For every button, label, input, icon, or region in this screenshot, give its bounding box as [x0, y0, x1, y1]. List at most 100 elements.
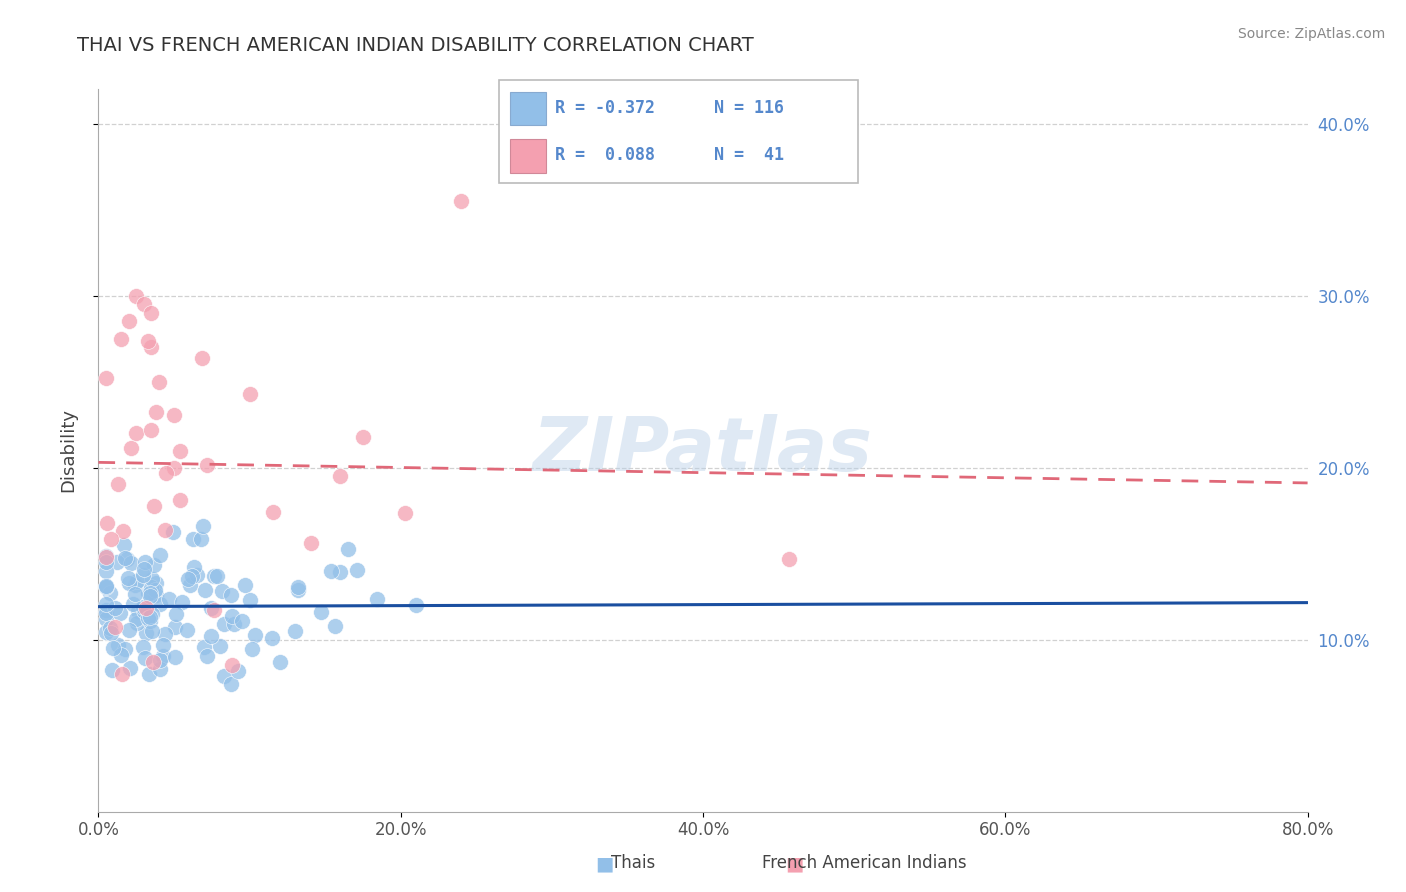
Point [134, 555, 156, 569]
Point [226, 664, 249, 678]
Point [141, 607, 163, 622]
Point [139, 589, 162, 603]
Text: R =  0.088: R = 0.088 [555, 145, 655, 163]
Point [104, 601, 127, 615]
Point [118, 314, 141, 328]
Point [94, 612, 117, 626]
Point [94, 597, 117, 611]
Point [136, 611, 159, 625]
Point [186, 568, 208, 582]
Point [139, 610, 162, 624]
Point [141, 572, 163, 586]
Text: Thais: Thais [610, 855, 655, 872]
Point [124, 587, 146, 601]
Point [221, 609, 243, 624]
Point [138, 586, 160, 600]
Point [170, 595, 193, 609]
Point [94, 579, 117, 593]
FancyBboxPatch shape [499, 80, 858, 183]
Point [98, 621, 121, 635]
Point [287, 582, 309, 597]
Text: French American Indians: French American Indians [762, 855, 967, 872]
Point [157, 591, 180, 606]
Point [114, 550, 136, 565]
Point [239, 593, 262, 607]
Point [352, 430, 374, 444]
Point [233, 578, 256, 592]
Point [239, 387, 262, 401]
Point [148, 375, 170, 389]
Point [125, 425, 148, 440]
Point [142, 558, 165, 572]
Point [162, 524, 184, 539]
Point [163, 409, 186, 423]
Point [193, 519, 215, 533]
Point [132, 600, 155, 615]
Point [269, 655, 291, 669]
Point [287, 580, 309, 594]
Point [152, 648, 174, 663]
Point [219, 588, 242, 602]
Point [139, 586, 162, 600]
Point [202, 603, 225, 617]
Point [169, 492, 191, 507]
Point [110, 332, 132, 346]
Point [183, 559, 205, 574]
Point [107, 638, 129, 652]
FancyBboxPatch shape [510, 139, 546, 173]
Point [779, 552, 801, 566]
Point [94, 371, 117, 385]
Point [155, 466, 177, 480]
Point [139, 580, 162, 594]
Point [177, 572, 200, 586]
Point [329, 469, 352, 483]
Point [329, 566, 352, 580]
Point [179, 578, 201, 592]
Point [200, 601, 222, 615]
Point [149, 653, 172, 667]
Point [96, 516, 118, 531]
Point [163, 460, 186, 475]
Point [114, 642, 136, 657]
Point [222, 617, 245, 632]
Point [118, 576, 141, 591]
Point [336, 541, 359, 556]
Point [138, 614, 160, 628]
Point [181, 532, 204, 546]
Point [103, 640, 125, 655]
Point [240, 641, 263, 656]
Point [200, 629, 222, 643]
Point [169, 444, 191, 458]
Point [111, 667, 134, 681]
Point [118, 661, 141, 675]
Point [94, 603, 117, 617]
Point [319, 564, 342, 578]
Point [136, 334, 159, 348]
Point [299, 536, 322, 550]
Text: ■: ■ [595, 854, 614, 873]
Point [94, 564, 117, 578]
Point [284, 624, 307, 638]
Point [149, 662, 172, 676]
Point [221, 658, 243, 673]
Point [142, 499, 165, 513]
Point [94, 580, 117, 594]
Point [120, 556, 142, 570]
Point [405, 599, 427, 613]
Point [180, 569, 202, 583]
Point [219, 677, 242, 691]
Point [94, 579, 117, 593]
Point [125, 612, 148, 626]
Point [143, 583, 166, 598]
Point [124, 578, 146, 592]
Point [139, 423, 162, 437]
Point [132, 567, 155, 582]
Point [98, 585, 121, 599]
Point [96, 549, 118, 563]
Point [394, 507, 416, 521]
Point [135, 626, 157, 640]
Point [127, 603, 149, 617]
Text: N =  41: N = 41 [714, 145, 785, 163]
Point [94, 607, 117, 621]
Point [122, 597, 145, 611]
